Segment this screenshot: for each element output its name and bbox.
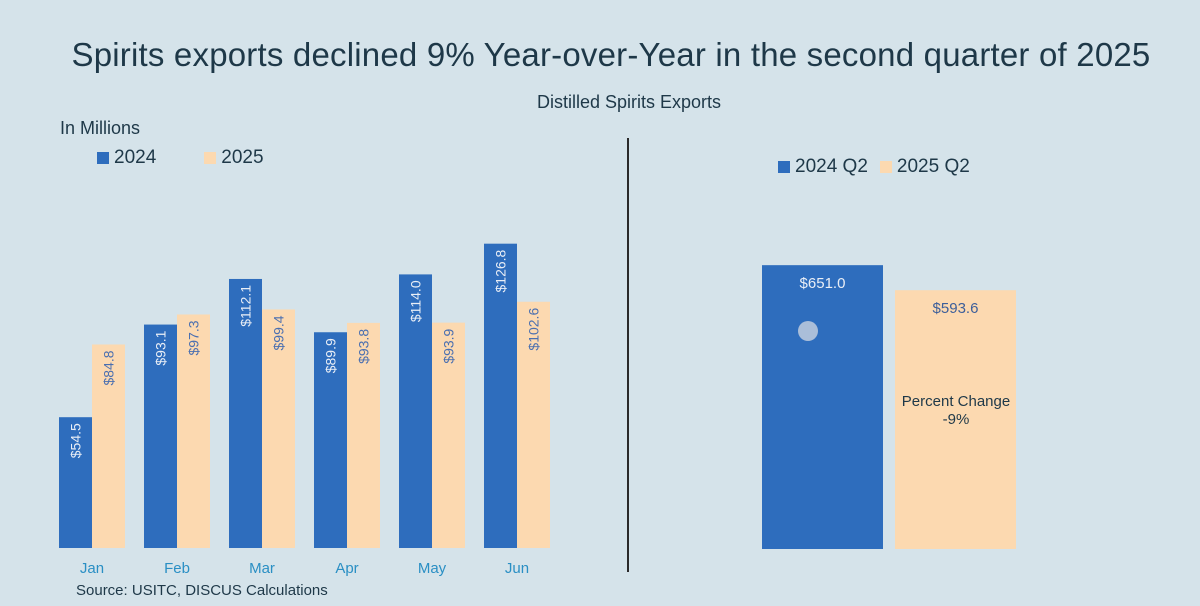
percent-change-value: -9% — [942, 411, 970, 428]
cursor-dot — [798, 321, 818, 341]
bar-2025-q2 — [895, 290, 1016, 549]
data-label-jun-2025: $102.6 — [526, 308, 542, 351]
data-label-apr-2025: $93.8 — [356, 329, 372, 364]
x-tick-feb: Feb — [164, 560, 190, 577]
x-tick-apr: Apr — [335, 560, 358, 577]
bar-mar-2024 — [229, 278, 262, 548]
data-label-mar-2025: $99.4 — [271, 315, 287, 350]
x-tick-mar: Mar — [249, 560, 275, 577]
data-label-2024-q2: $651.0 — [800, 275, 846, 292]
bar-apr-2025 — [347, 322, 380, 548]
data-label-jan-2024: $54.5 — [68, 423, 84, 458]
legend-item-2024: 2024 — [97, 147, 156, 169]
x-tick-jun: Jun — [505, 560, 529, 577]
legend-swatch-2025 — [204, 152, 217, 164]
legend-label-2025: 2025 — [221, 147, 264, 168]
data-label-may-2025: $93.9 — [441, 328, 457, 363]
data-label-mar-2024: $112.1 — [238, 285, 254, 327]
chart-title: Spirits exports declined 9% Year-over-Ye… — [71, 36, 1151, 73]
bar-may-2025 — [432, 322, 465, 548]
monthly-legend: 2024 2025 — [97, 147, 264, 169]
bar-2024-q2 — [762, 265, 883, 549]
data-label-apr-2024: $89.9 — [323, 338, 339, 373]
units-label: In Millions — [60, 118, 141, 138]
bar-apr-2024 — [314, 332, 347, 548]
legend-item-2025: 2025 — [204, 147, 264, 169]
bar-jun-2024 — [484, 243, 517, 548]
bar-feb-2025 — [177, 314, 210, 548]
x-tick-may: May — [418, 560, 447, 577]
bar-jan-2024 — [59, 417, 92, 548]
x-tick-jan: Jan — [80, 560, 104, 577]
legend-swatch-2024-q2 — [778, 161, 790, 173]
percent-change-label: Percent Change — [901, 393, 1011, 410]
source-note: Source: USITC, DISCUS Calculations — [76, 582, 328, 599]
legend-swatch-2025-q2 — [879, 161, 892, 173]
bar-mar-2025 — [262, 309, 295, 548]
bar-feb-2024 — [144, 324, 177, 548]
percent-change-annotation: Percent Change -9% — [876, 393, 1036, 429]
quarterly-legend: 2024 Q2 2025 Q2 — [778, 156, 970, 178]
panel-divider — [627, 138, 629, 572]
bar-jan-2025 — [92, 344, 125, 548]
data-label-jan-2025: $84.8 — [101, 350, 117, 385]
legend-item-2025-q2: 2025 Q2 — [879, 156, 970, 178]
legend-item-2024-q2: 2024 Q2 — [778, 156, 868, 178]
data-label-2025-q2: $593.6 — [933, 300, 979, 317]
data-label-feb-2025: $97.3 — [186, 320, 202, 355]
chart-subtitle: Distilled Spirits Exports — [536, 92, 722, 112]
bar-may-2024 — [399, 274, 432, 548]
legend-label-2024-q2: 2024 Q2 — [795, 156, 868, 177]
data-label-feb-2024: $93.1 — [153, 330, 169, 365]
bar-jun-2025 — [517, 301, 550, 548]
legend-label-2025-q2: 2025 Q2 — [896, 156, 970, 177]
data-label-may-2024: $114.0 — [408, 280, 424, 322]
legend-label-2024: 2024 — [114, 147, 157, 168]
data-label-jun-2024: $126.8 — [493, 249, 509, 292]
legend-swatch-2024 — [97, 152, 109, 164]
